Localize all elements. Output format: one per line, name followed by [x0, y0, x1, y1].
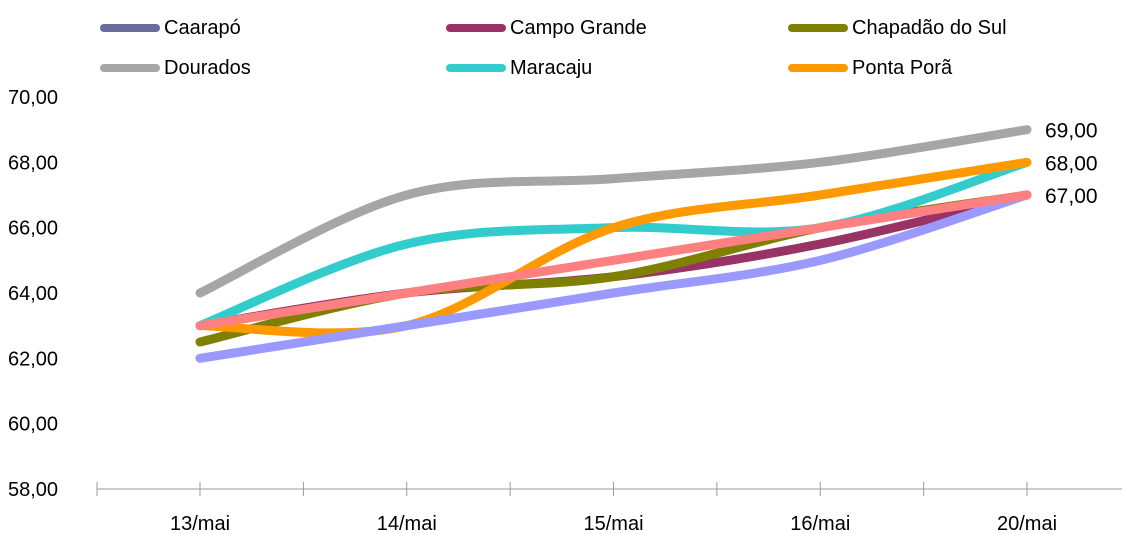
x-tick-label: 20/mai — [997, 513, 1057, 534]
legend-swatch — [446, 24, 506, 32]
y-tick-label: 60,00 — [8, 414, 58, 436]
legend-item: Chapadão do Sul — [788, 14, 1007, 42]
legend-label: Maracaju — [510, 56, 593, 79]
legend-item: Campo Grande — [446, 14, 647, 42]
legend-label: Ponta Porã — [852, 56, 953, 79]
end-data-label: 69,00 — [1045, 120, 1098, 143]
x-tick-label: 13/mai — [170, 513, 230, 534]
legend-swatch — [788, 24, 848, 32]
legend-label: Campo Grande — [510, 16, 647, 39]
series-line-4 — [195, 125, 1032, 298]
x-tick-label: 14/mai — [377, 513, 437, 534]
legend-label: Dourados — [164, 56, 251, 79]
x-tick-label: 16/mai — [790, 513, 850, 534]
legend-swatch — [100, 24, 160, 32]
y-tick-label: 68,00 — [8, 152, 58, 174]
legend-item: Maracaju — [446, 54, 592, 82]
y-tick-label: 64,00 — [8, 283, 58, 305]
legend-item: Ponta Porã — [788, 54, 952, 82]
y-tick-label: 62,00 — [8, 348, 58, 370]
legend: Caarapó Campo Grande Chapadão do Sul Dourad… — [0, 0, 1124, 90]
legend-item: Caarapó — [100, 14, 241, 42]
x-tick-label: 15/mai — [583, 513, 643, 534]
y-tick-label: 58,00 — [8, 479, 58, 501]
y-tick-label: 66,00 — [8, 218, 58, 240]
overlay-line-2 — [195, 190, 1032, 331]
legend-swatch — [446, 64, 506, 72]
legend-label: Caarapó — [164, 16, 241, 39]
overlay-line-1 — [195, 190, 1032, 363]
legend-swatch — [100, 64, 160, 72]
end-data-label: 68,00 — [1045, 152, 1098, 175]
end-data-label: 67,00 — [1045, 185, 1098, 208]
legend-item: Dourados — [100, 54, 251, 82]
legend-swatch — [788, 64, 848, 72]
legend-label: Chapadão do Sul — [852, 16, 1007, 39]
y-tick-label: 70,00 — [8, 87, 58, 109]
